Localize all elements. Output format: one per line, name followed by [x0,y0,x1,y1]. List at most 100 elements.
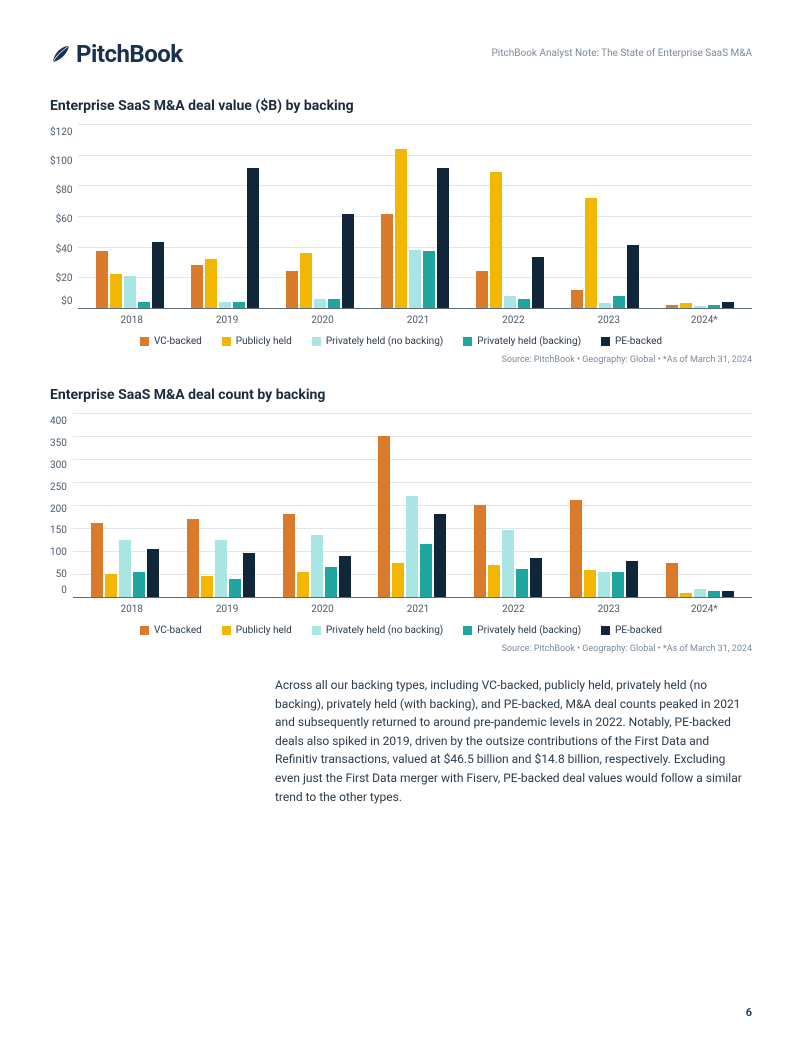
bar-pwb [420,544,432,597]
y-tick: 300 [50,461,67,471]
x-tick: 2022 [473,315,553,326]
y-tick: 50 [56,570,67,580]
bar-pub [392,563,404,598]
x-tick: 2021 [378,315,458,326]
legend-label: VC-backed [154,625,202,636]
y-tick: $20 [56,274,73,284]
bar-pub [680,303,692,308]
bar-pno [124,276,136,308]
bar-pwb [138,302,150,308]
bar-pno [504,296,516,308]
x-tick: 2018 [92,315,172,326]
bar-pwb [325,567,337,597]
header-note: PitchBook Analyst Note: The State of Ent… [492,48,753,59]
bar-vc [96,251,108,308]
bar-pub [585,198,597,308]
bar-pwb [613,296,625,308]
bar-pe [147,549,159,597]
bar-pno [409,250,421,308]
chart1-y-axis: $120$100$80$60$40$20$0 [50,124,78,309]
x-tick: 2019 [187,604,267,615]
bar-pno [119,540,131,598]
bar-pe [243,553,255,597]
legend-label: Privately held (backing) [477,625,581,636]
bar-group [381,124,449,308]
y-tick: 200 [50,505,67,515]
bar-pe [342,214,354,308]
header: PitchBook PitchBook Analyst Note: The St… [50,40,752,68]
bar-pub [395,149,407,308]
legend-item: Publicly held [222,625,292,636]
bar-pe [339,556,351,597]
page-number: 6 [746,1006,752,1019]
legend-swatch [463,337,472,346]
chart2-x-axis: 2018201920202021202220232024* [84,604,752,615]
bar-group [91,413,159,597]
legend-item: VC-backed [140,625,202,636]
legend-label: Publicly held [236,336,292,347]
legend-item: Privately held (backing) [463,625,581,636]
y-tick: 0 [61,586,67,596]
legend-item: VC-backed [140,336,202,347]
y-tick: 100 [50,548,67,558]
bar-pe [434,514,446,597]
legend-swatch [601,626,610,635]
bar-pub [488,565,500,597]
bar-vc [283,514,295,597]
bar-pwb [229,579,241,597]
bar-pno [502,530,514,597]
bar-vc [187,519,199,597]
legend-item: Privately held (backing) [463,336,581,347]
legend-label: Privately held (no backing) [326,625,443,636]
bar-pub [490,172,502,308]
bar-pe [722,302,734,308]
legend-swatch [140,337,149,346]
chart-deal-value: Enterprise SaaS M&A deal value ($B) by b… [50,98,752,365]
body-paragraph: Across all our backing types, including … [275,676,752,806]
brand-name: PitchBook [76,40,183,68]
x-tick: 2024* [664,315,744,326]
bar-pe [627,245,639,308]
bar-pwb [328,299,340,308]
bar-pwb [612,572,624,597]
x-tick: 2021 [378,604,458,615]
legend-label: PE-backed [615,625,662,636]
y-tick: $60 [56,215,73,225]
x-tick: 2020 [283,315,363,326]
bar-vc [381,214,393,308]
bar-pub [205,259,217,308]
bar-vc [476,271,488,308]
bar-pe [152,242,164,308]
bar-group [666,124,734,308]
y-tick: 350 [50,439,67,449]
y-tick: $120 [50,128,72,138]
y-tick: $0 [61,297,72,307]
bar-vc [666,563,678,598]
x-tick: 2020 [283,604,363,615]
legend-swatch [312,626,321,635]
y-tick: $40 [56,245,73,255]
bar-pno [311,535,323,597]
bar-vc [191,265,203,308]
x-tick: 2023 [569,604,649,615]
bar-group [378,413,446,597]
x-tick: 2022 [473,604,553,615]
legend-label: Privately held (no backing) [326,336,443,347]
bar-pub [584,570,596,597]
bar-vc [571,290,583,308]
bar-group [191,124,259,308]
bar-vc [474,505,486,597]
legend-swatch [222,626,231,635]
bar-pwb [518,299,530,308]
bar-group [96,124,164,308]
bar-pwb [423,251,435,308]
bar-vc [286,271,298,308]
bar-pub [105,574,117,597]
bar-pno [406,496,418,597]
x-tick: 2018 [92,604,172,615]
bar-pe [437,168,449,308]
legend-item: PE-backed [601,336,662,347]
legend-label: VC-backed [154,336,202,347]
bar-pwb [133,572,145,597]
legend-swatch [140,626,149,635]
